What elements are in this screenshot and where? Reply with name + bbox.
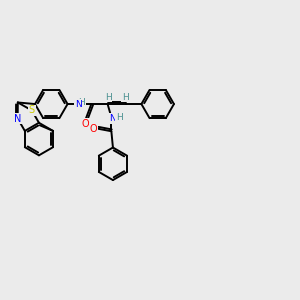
- Text: H: H: [79, 98, 85, 107]
- Text: H: H: [122, 93, 128, 102]
- Text: N: N: [109, 114, 116, 123]
- Text: O: O: [81, 119, 89, 129]
- Text: O: O: [90, 124, 97, 134]
- Text: N: N: [14, 113, 21, 124]
- Text: H: H: [105, 93, 112, 102]
- Text: N: N: [75, 100, 82, 109]
- Text: H: H: [116, 113, 123, 122]
- Text: S: S: [29, 105, 35, 116]
